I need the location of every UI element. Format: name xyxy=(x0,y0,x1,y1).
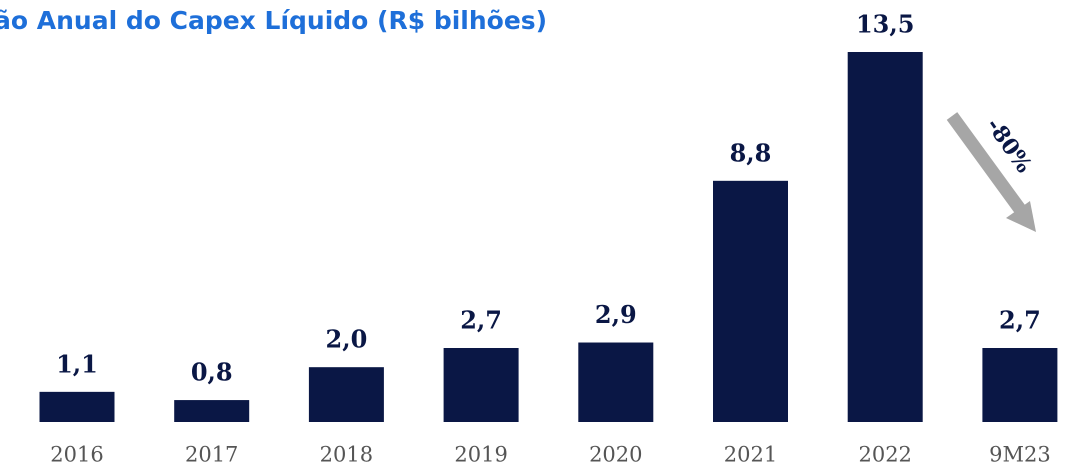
bar xyxy=(308,367,384,422)
x-tick-label: 9M23 xyxy=(989,443,1051,467)
x-tick-label: 2018 xyxy=(320,443,373,467)
x-tick-label: 2019 xyxy=(454,443,507,467)
trend-arrow xyxy=(946,112,1036,232)
value-label: 8,8 xyxy=(730,138,772,167)
x-tick-label: 2020 xyxy=(589,443,642,467)
chart-title: ão Anual do Capex Líquido (R$ bilhões) xyxy=(0,6,547,35)
x-tick-label: 2016 xyxy=(50,443,103,467)
value-label: 2,0 xyxy=(326,325,368,354)
value-label: 2,7 xyxy=(999,306,1041,335)
bar xyxy=(39,391,115,422)
bar xyxy=(982,348,1058,422)
bar xyxy=(578,342,654,422)
x-tick-label: 2021 xyxy=(724,443,777,467)
value-label: 2,7 xyxy=(460,306,502,335)
value-label: 1,1 xyxy=(56,349,98,378)
x-tick-label: 2017 xyxy=(185,443,238,467)
x-tick-label: 2022 xyxy=(858,443,911,467)
value-label: 0,8 xyxy=(191,358,233,387)
value-label: 2,9 xyxy=(595,300,637,329)
bar xyxy=(443,348,519,422)
value-label: 13,5 xyxy=(856,10,914,39)
arrow-shaft xyxy=(946,112,1028,216)
arrow-head xyxy=(1006,201,1036,232)
bar xyxy=(174,400,250,422)
bar xyxy=(713,180,788,422)
bar xyxy=(847,52,923,422)
